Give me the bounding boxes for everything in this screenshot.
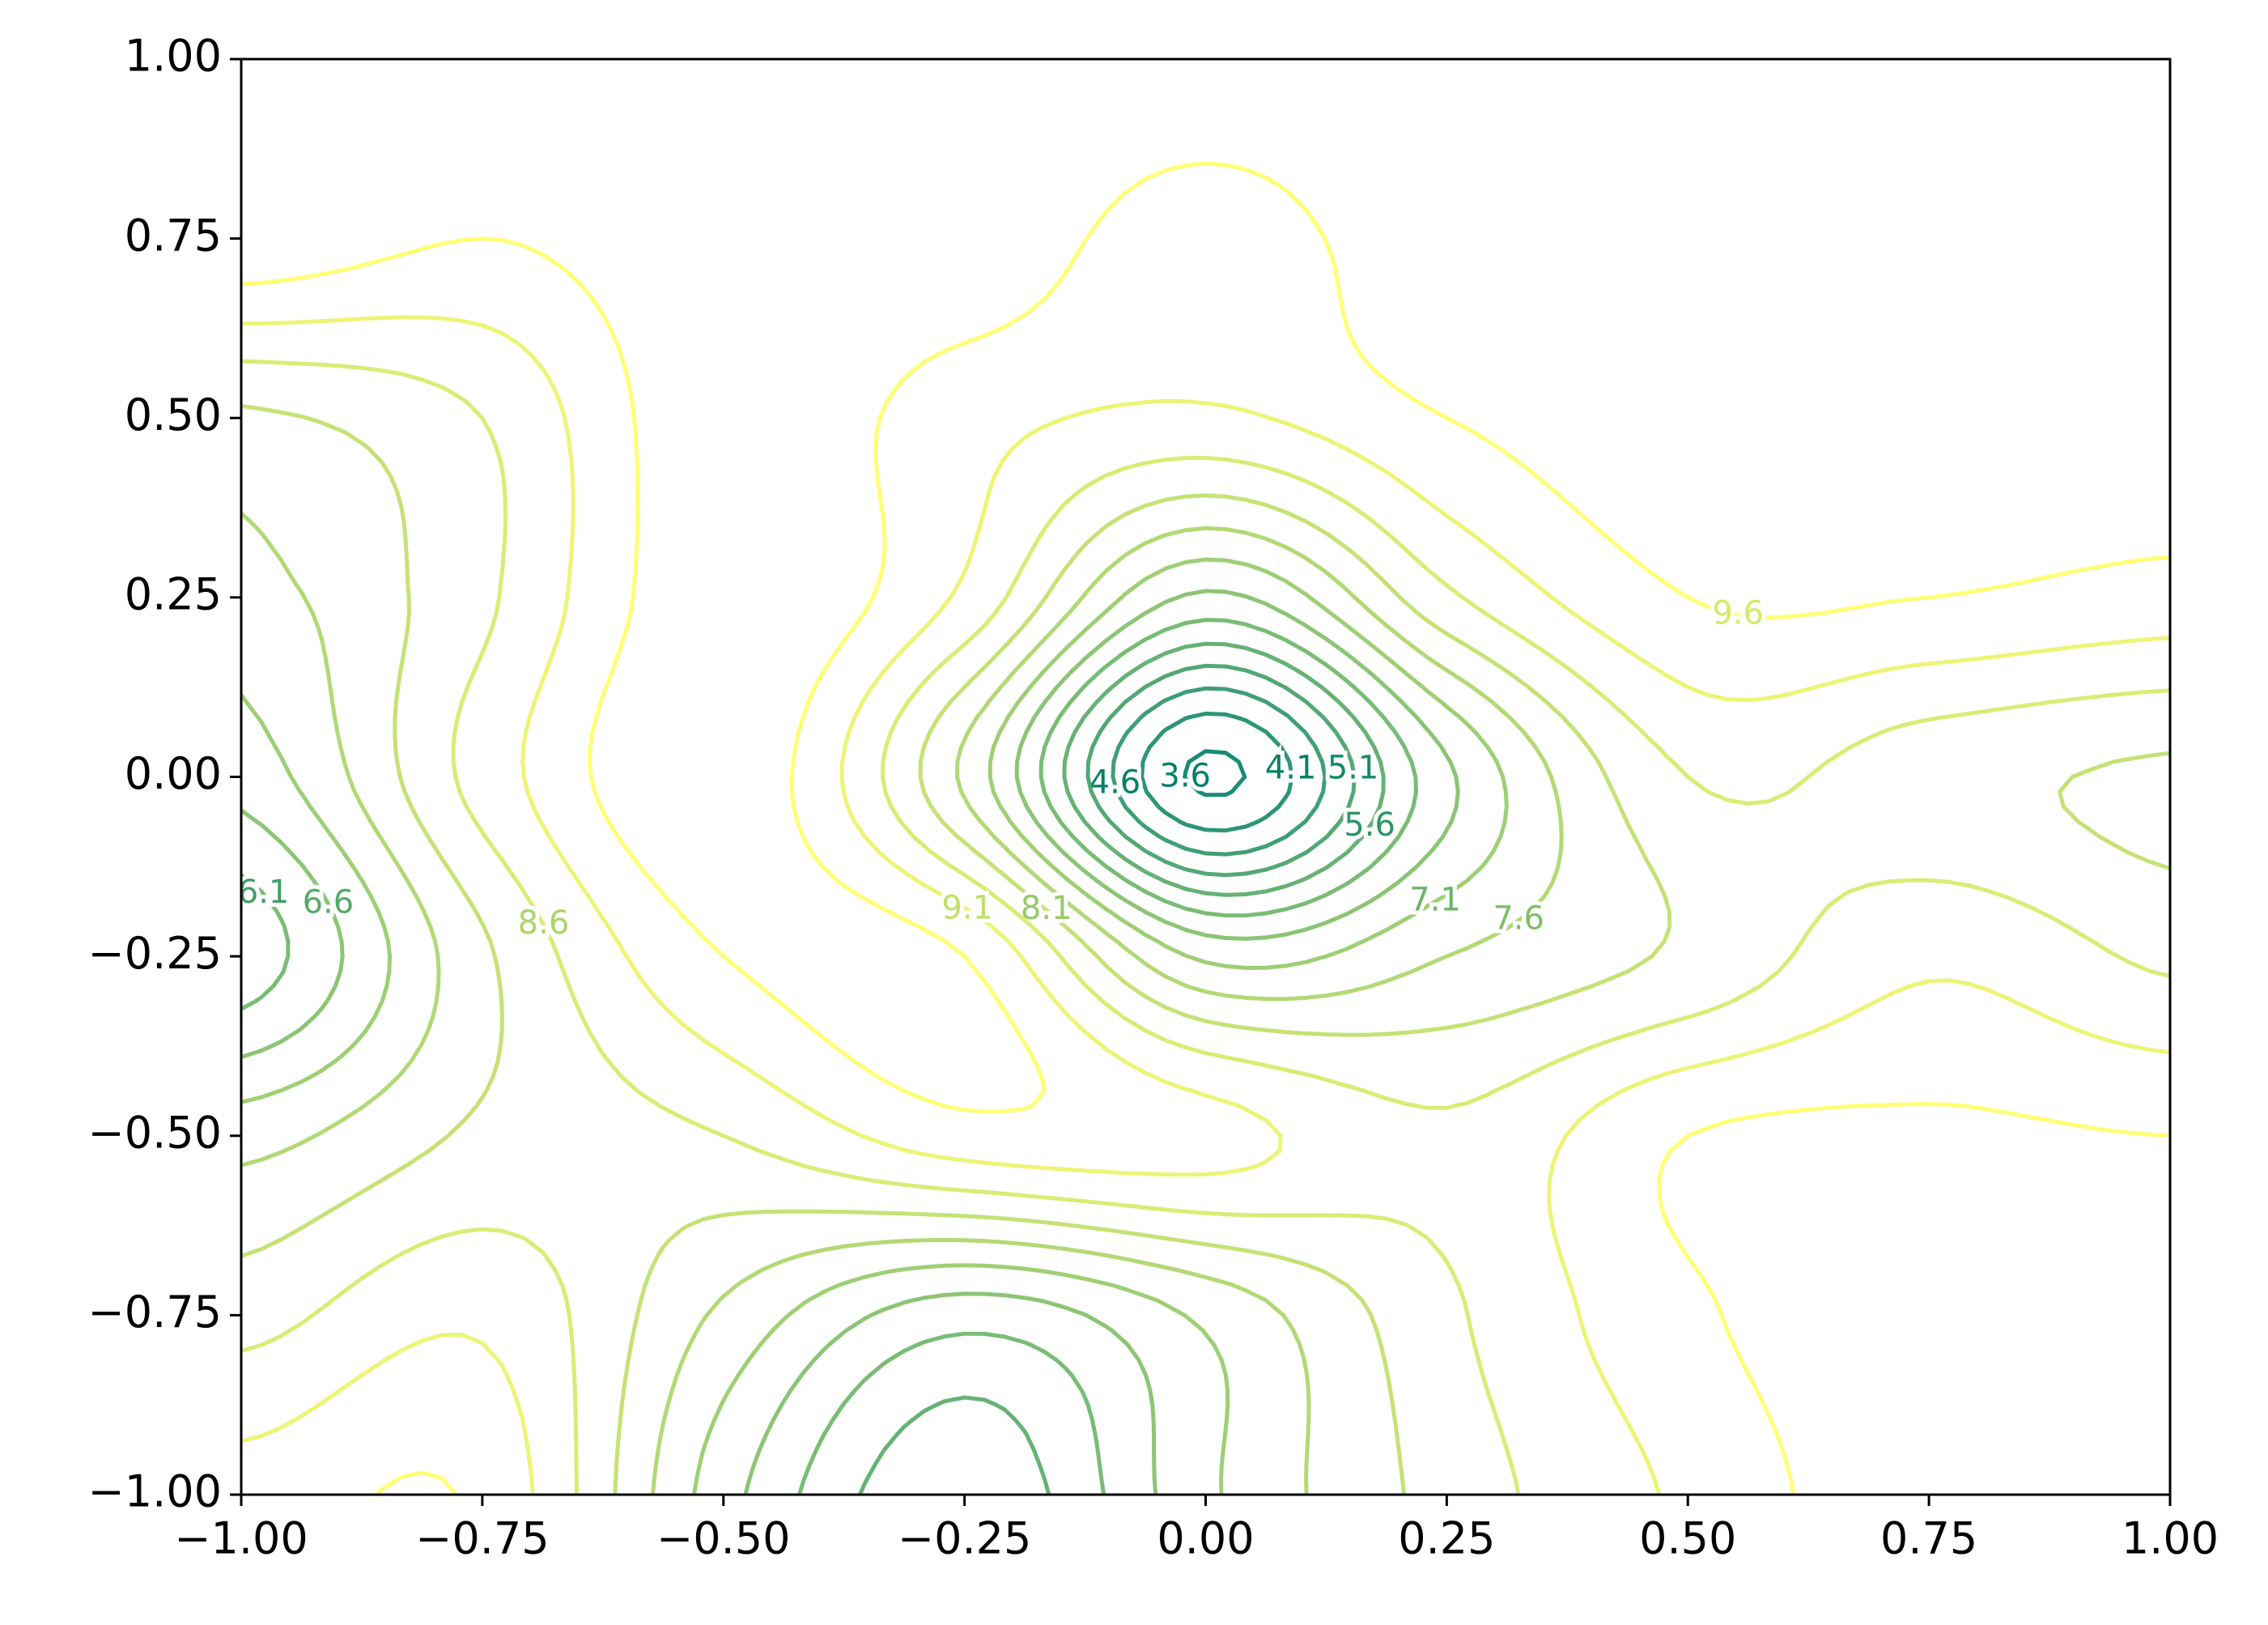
- contour-label: 4.1: [1265, 749, 1317, 786]
- contour-label: 5.6: [1344, 806, 1395, 844]
- contour-label: 7.6: [1493, 900, 1544, 938]
- contour-label: 6.1: [238, 874, 290, 911]
- x-tick-label: −0.75: [415, 1513, 549, 1564]
- contour-label: 3.6: [1159, 757, 1211, 794]
- x-tick-label: −1.00: [174, 1513, 308, 1564]
- contour-label: 7.1: [1409, 881, 1461, 918]
- contour-label: 8.1: [1021, 890, 1072, 927]
- x-tick-label: 0.75: [1880, 1513, 1977, 1564]
- y-tick-label: −0.50: [88, 1107, 222, 1158]
- y-tick-label: 0.25: [125, 569, 222, 620]
- contour-line: [241, 511, 1564, 1495]
- contour-line: [241, 618, 1418, 1495]
- y-tick-label: −0.25: [88, 928, 222, 979]
- contour-line: [241, 403, 2170, 1495]
- contour-area: 3.6 4.1 4.6 5.1 5.6 6.1 6.6 7.1 7.6 8.1 8.6 9.1 9.6: [238, 161, 2170, 1495]
- contour-line: [1111, 686, 1327, 857]
- y-tick-label: 0.50: [125, 389, 222, 440]
- contour-label: 5.1: [1327, 749, 1379, 786]
- contour-line: [241, 315, 2170, 1495]
- y-tick-label: 0.75: [125, 210, 222, 261]
- x-tick-label: 0.25: [1398, 1513, 1495, 1564]
- x-tick-label: −0.25: [898, 1513, 1031, 1564]
- contour-label: 6.6: [303, 883, 355, 921]
- x-tick-label: −0.50: [656, 1513, 790, 1564]
- contour-line: [1183, 749, 1247, 798]
- contour-line: [241, 589, 1460, 1495]
- y-tick-label: 1.00: [125, 31, 222, 82]
- y-tick-label: −1.00: [88, 1466, 222, 1517]
- contour-line: [1140, 711, 1294, 833]
- x-tick-label: 0.50: [1639, 1513, 1736, 1564]
- x-tick-label: 1.00: [2121, 1513, 2219, 1564]
- contour-label: 9.6: [1712, 594, 1764, 632]
- y-tick-label: 0.00: [125, 748, 222, 799]
- contour-line: [241, 557, 1509, 1495]
- contour-line: [858, 641, 1386, 1495]
- contour-line: [241, 161, 2170, 1495]
- y-tick-label: −0.75: [88, 1287, 222, 1338]
- contour-label: 8.6: [518, 904, 570, 942]
- contour-label: 4.6: [1089, 764, 1141, 802]
- contour-label: 9.1: [941, 889, 993, 926]
- contour-line: [1085, 663, 1357, 878]
- x-tick-label: 0.00: [1157, 1513, 1254, 1564]
- contour-line: [241, 359, 2170, 1495]
